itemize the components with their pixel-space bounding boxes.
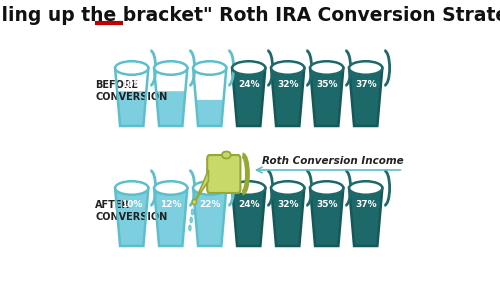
Polygon shape <box>349 68 382 126</box>
Ellipse shape <box>349 61 382 75</box>
Text: 22%: 22% <box>199 80 220 89</box>
Polygon shape <box>115 188 148 246</box>
Polygon shape <box>271 188 304 246</box>
Text: 10%: 10% <box>121 200 142 209</box>
Text: 37%: 37% <box>355 80 376 89</box>
Polygon shape <box>232 188 266 246</box>
Text: 35%: 35% <box>316 200 338 209</box>
Polygon shape <box>193 188 226 246</box>
Polygon shape <box>193 170 208 204</box>
Polygon shape <box>156 91 186 126</box>
Ellipse shape <box>232 181 266 195</box>
Ellipse shape <box>188 225 191 231</box>
Text: 35%: 35% <box>316 80 338 89</box>
Polygon shape <box>310 188 344 246</box>
Polygon shape <box>154 188 188 246</box>
Text: BEFORE
CONVERSION: BEFORE CONVERSION <box>96 80 168 102</box>
Text: 12%: 12% <box>160 200 182 209</box>
Ellipse shape <box>193 181 226 195</box>
Ellipse shape <box>232 61 266 75</box>
Ellipse shape <box>271 181 304 195</box>
FancyBboxPatch shape <box>207 155 240 193</box>
Polygon shape <box>271 68 304 126</box>
Polygon shape <box>115 188 148 246</box>
Polygon shape <box>310 188 344 246</box>
FancyBboxPatch shape <box>223 151 230 161</box>
Text: 10%: 10% <box>121 80 142 89</box>
Text: Roth Conversion Income: Roth Conversion Income <box>262 156 404 166</box>
Text: 32%: 32% <box>277 200 298 209</box>
Ellipse shape <box>115 181 148 195</box>
Polygon shape <box>117 91 146 126</box>
Polygon shape <box>310 68 344 126</box>
Text: 37%: 37% <box>355 200 376 209</box>
Ellipse shape <box>310 61 344 75</box>
Ellipse shape <box>192 200 196 205</box>
Polygon shape <box>154 68 188 126</box>
Text: 24%: 24% <box>238 80 260 89</box>
Ellipse shape <box>193 61 226 75</box>
Polygon shape <box>193 188 226 246</box>
Ellipse shape <box>115 61 148 75</box>
Polygon shape <box>232 188 266 246</box>
Ellipse shape <box>222 152 231 159</box>
Polygon shape <box>349 68 382 126</box>
Ellipse shape <box>310 181 344 195</box>
Polygon shape <box>349 188 382 246</box>
Polygon shape <box>115 68 148 126</box>
Ellipse shape <box>154 181 188 195</box>
Ellipse shape <box>190 217 192 223</box>
Text: 32%: 32% <box>277 80 298 89</box>
Polygon shape <box>271 68 304 126</box>
Text: 22%: 22% <box>199 200 220 209</box>
Ellipse shape <box>154 61 188 75</box>
Ellipse shape <box>271 61 304 75</box>
Text: "Filling up the bracket" Roth IRA Conversion Strategy: "Filling up the bracket" Roth IRA Conver… <box>0 6 500 25</box>
Polygon shape <box>196 100 224 126</box>
Polygon shape <box>271 188 304 246</box>
Polygon shape <box>310 68 344 126</box>
Polygon shape <box>154 188 188 246</box>
Polygon shape <box>193 68 226 126</box>
Ellipse shape <box>191 209 194 215</box>
Text: AFTER
CONVERSION: AFTER CONVERSION <box>96 200 168 222</box>
Polygon shape <box>232 68 266 126</box>
Text: 24%: 24% <box>238 200 260 209</box>
Polygon shape <box>232 68 266 126</box>
Polygon shape <box>349 188 382 246</box>
Ellipse shape <box>349 181 382 195</box>
Text: 12%: 12% <box>160 80 182 89</box>
